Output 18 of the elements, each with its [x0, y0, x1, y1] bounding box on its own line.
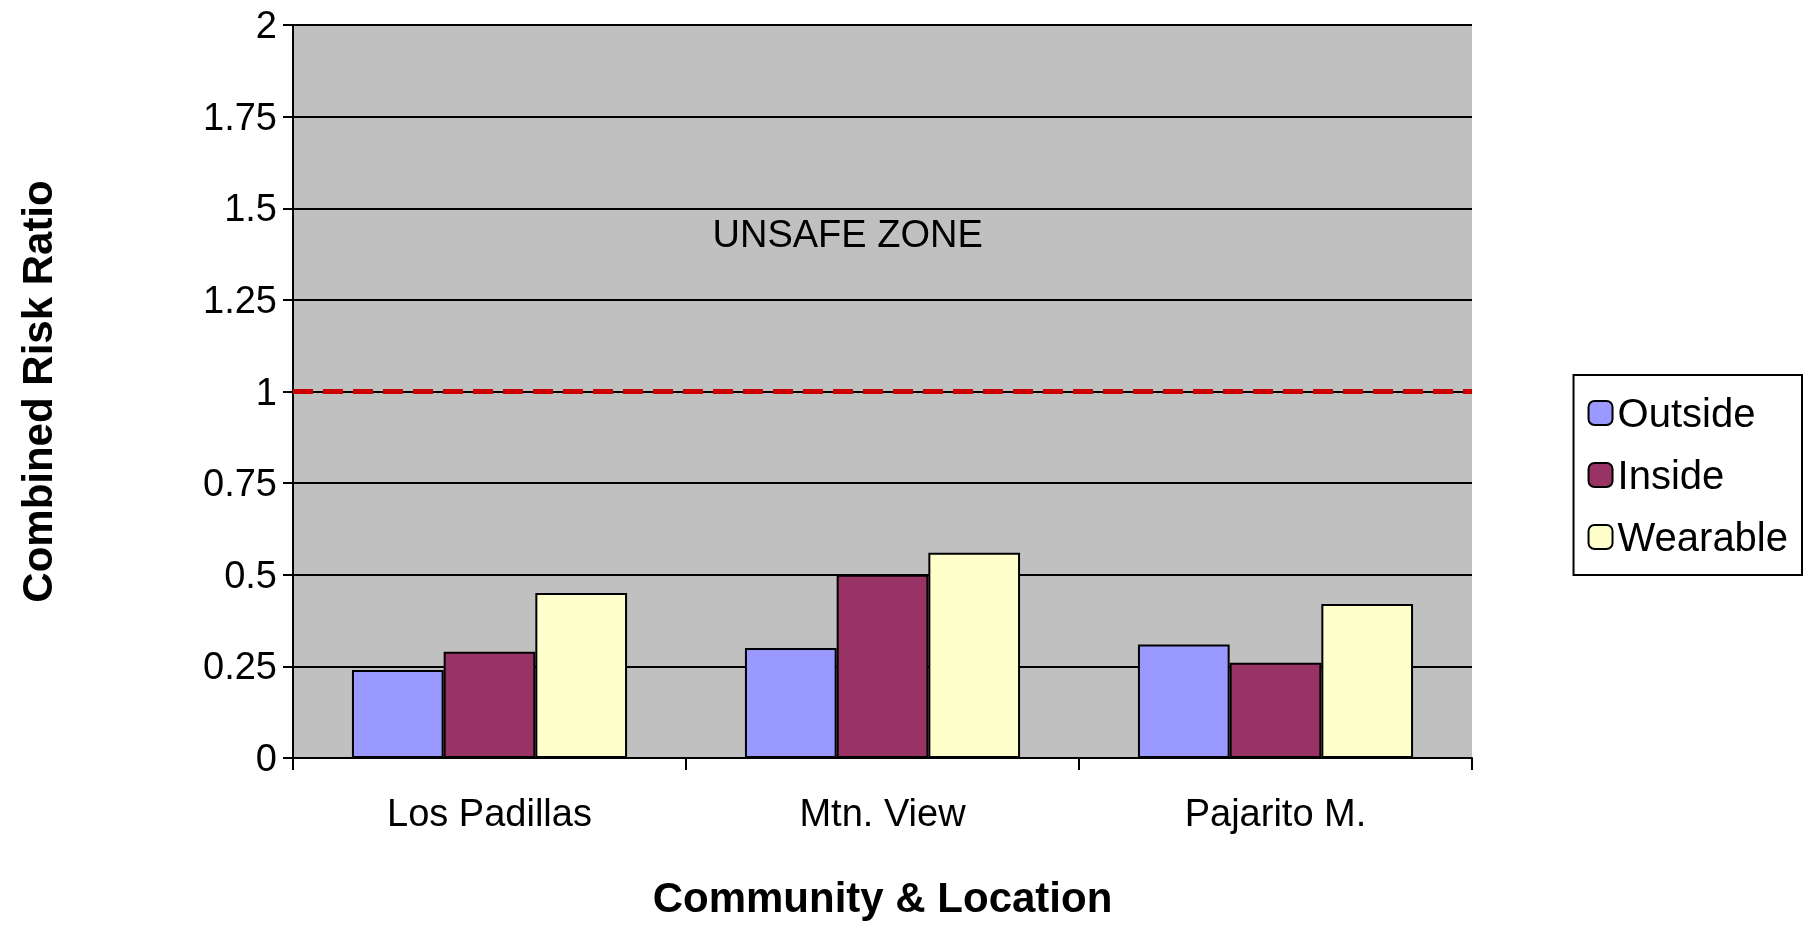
x-tick-label: Los Padillas — [387, 792, 592, 834]
x-tick-label: Mtn. View — [799, 792, 967, 834]
y-tick-label: 1.25 — [203, 278, 277, 321]
y-tick-label: 1.75 — [203, 95, 277, 138]
legend-label: Outside — [1617, 391, 1756, 435]
y-tick-label: 1.5 — [224, 187, 277, 230]
y-tick-label: 1 — [255, 370, 277, 413]
y-axis-title: Combined Risk Ratio — [13, 180, 61, 603]
legend-label: Inside — [1617, 453, 1725, 497]
x-axis-title: Community & Location — [652, 873, 1113, 921]
x-tick-label: Pajarito M. — [1184, 792, 1367, 834]
y-tick-label: 0.75 — [203, 462, 277, 505]
y-tick-label: 0 — [255, 737, 277, 779]
y-tick-label: 2 — [255, 4, 277, 46]
legend-label: Wearable — [1617, 515, 1788, 559]
y-tick-label: 0.5 — [224, 553, 277, 596]
annotation: UNSAFE ZONE — [712, 213, 983, 255]
y-tick-label: 0.25 — [203, 645, 277, 688]
